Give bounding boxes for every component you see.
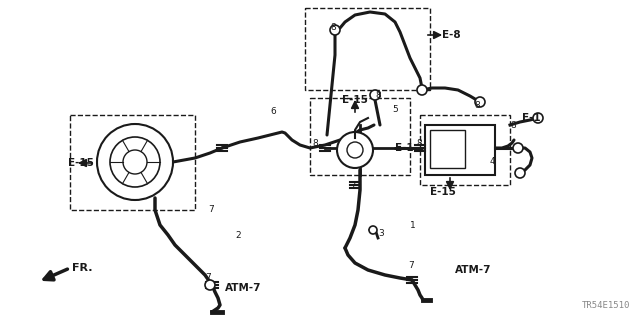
Bar [430, 130, 465, 168]
Circle shape [205, 280, 215, 290]
Text: E-15: E-15 [68, 158, 94, 168]
Text: 8: 8 [375, 91, 381, 100]
Text: 4: 4 [490, 158, 495, 167]
Text: 7: 7 [205, 273, 211, 283]
Text: 8: 8 [312, 138, 317, 147]
Text: 7: 7 [208, 204, 214, 213]
Circle shape [417, 85, 427, 95]
Text: ATM-7: ATM-7 [225, 283, 262, 293]
Circle shape [97, 124, 173, 200]
Circle shape [337, 132, 373, 168]
Text: 8: 8 [330, 23, 336, 32]
Text: 8: 8 [510, 121, 516, 130]
Circle shape [370, 90, 380, 100]
Bar [305, 8, 430, 90]
Text: ATM-7: ATM-7 [455, 265, 492, 275]
Text: 1: 1 [410, 220, 416, 229]
Circle shape [123, 150, 147, 174]
Text: 7: 7 [350, 181, 356, 189]
Circle shape [110, 137, 160, 187]
Text: TR54E1510: TR54E1510 [582, 301, 630, 310]
Circle shape [513, 143, 523, 153]
Text: 5: 5 [392, 106, 397, 115]
Text: FR.: FR. [72, 263, 93, 273]
Circle shape [347, 142, 363, 158]
Text: 7: 7 [408, 261, 413, 270]
Bar [420, 115, 510, 185]
Text: 8: 8 [416, 138, 422, 147]
Text: E-1: E-1 [522, 113, 541, 123]
Circle shape [515, 168, 525, 178]
Text: 3: 3 [378, 228, 384, 238]
Text: 8: 8 [474, 100, 480, 109]
Text: 6: 6 [270, 108, 276, 116]
Bar [425, 125, 495, 175]
Circle shape [369, 226, 377, 234]
Text: E-15: E-15 [342, 95, 368, 105]
Circle shape [330, 25, 340, 35]
Text: 2: 2 [235, 231, 241, 240]
Text: E-8: E-8 [442, 30, 461, 40]
Bar [310, 98, 410, 175]
Text: E-15: E-15 [430, 187, 456, 197]
Circle shape [475, 97, 485, 107]
Text: E-1: E-1 [395, 143, 413, 153]
Bar [70, 115, 195, 210]
Circle shape [533, 113, 543, 123]
